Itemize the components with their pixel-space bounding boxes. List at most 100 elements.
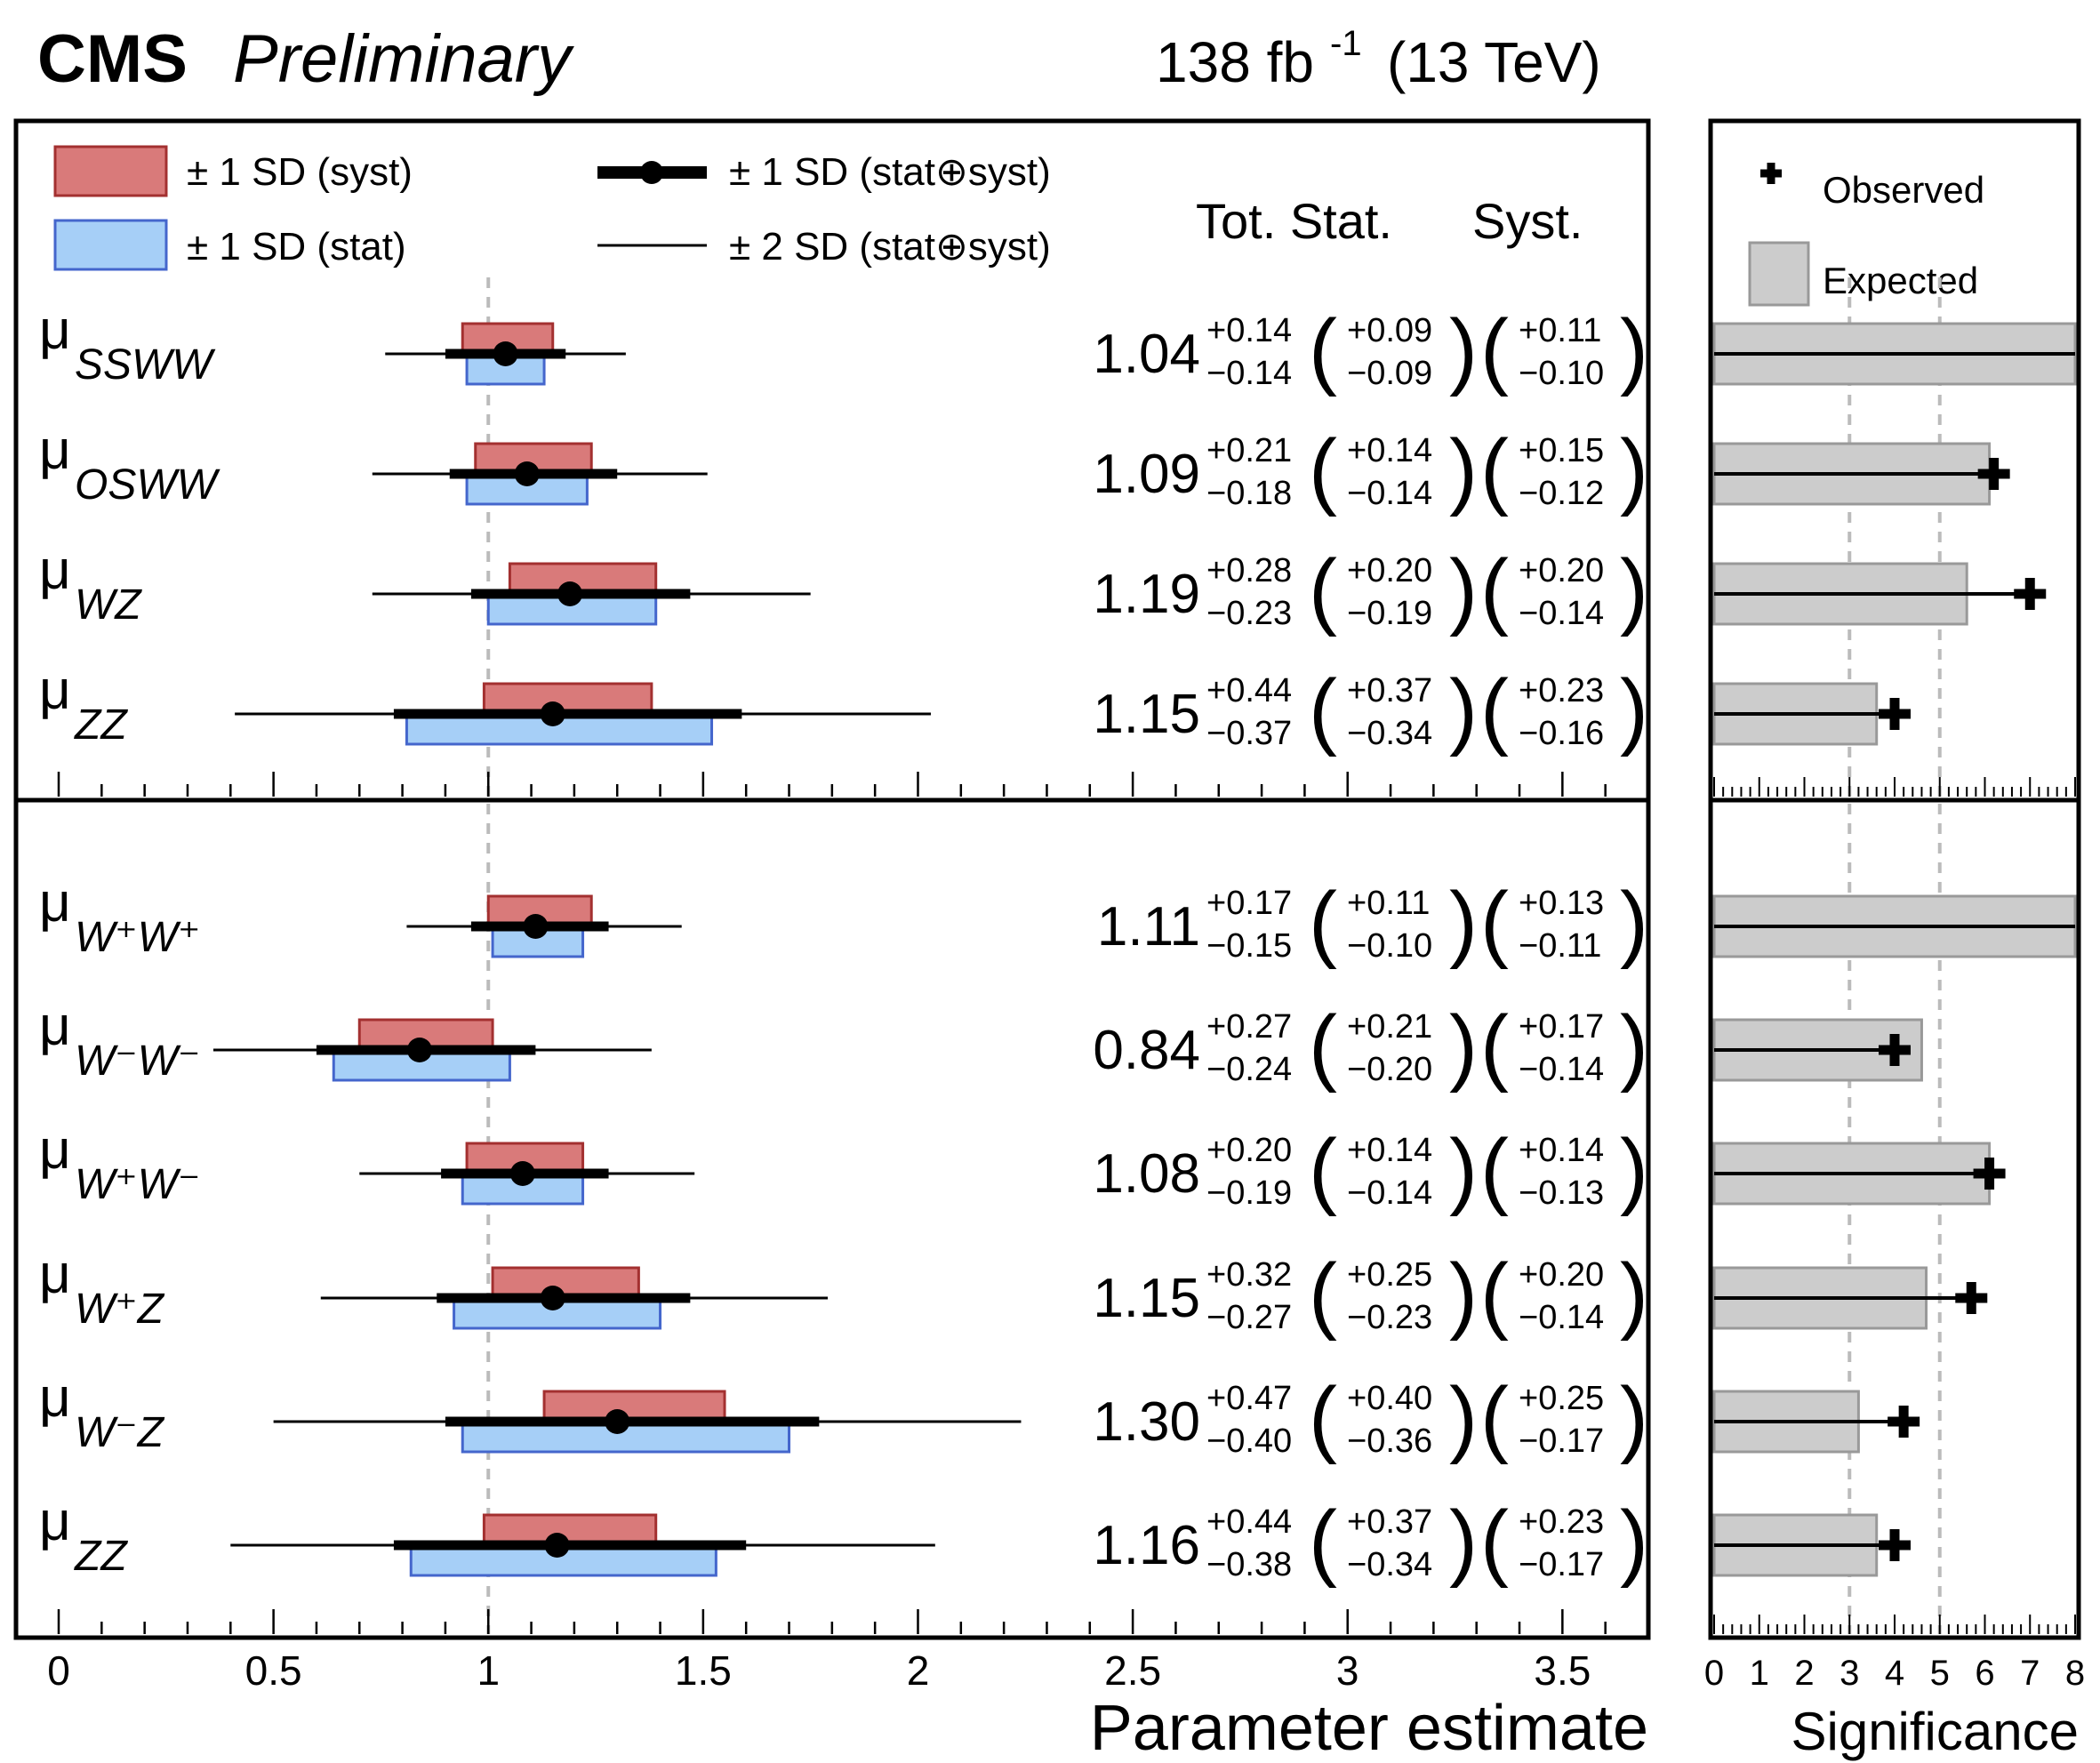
significance-legend: Observed Expected [1748, 163, 1984, 307]
stat-up-unc: +0.37 [1347, 672, 1432, 709]
lumi-exponent: -1 [1330, 24, 1362, 63]
stat-down-unc: −0.34 [1347, 1546, 1432, 1583]
syst-close-paren: ) [1620, 875, 1648, 970]
syst-down-unc: −0.14 [1519, 1051, 1604, 1088]
best-fit-value: 1.15 [1093, 1268, 1200, 1329]
parameter-subscript: WZ [75, 581, 142, 629]
syst-band [482, 682, 653, 714]
syst-open-paren: ( [1480, 302, 1509, 397]
stat-close-paren: ) [1449, 302, 1478, 397]
stat-close-paren: ) [1449, 1246, 1478, 1342]
syst-down-unc: −0.14 [1519, 595, 1604, 632]
lumi-value: 138 fb [1156, 30, 1314, 94]
stat-open-paren: ( [1309, 998, 1337, 1094]
syst-open-paren: ( [1480, 1370, 1509, 1465]
result-row: μW⁺W⁻ 1.08 +0.20−0.19(+0.14−0.14)(+0.14−0.… [39, 1119, 2006, 1217]
total-up-unc: +0.20 [1206, 1132, 1292, 1169]
x-tick-label: 2.5 [1104, 1647, 1161, 1694]
stat-open-paren: ( [1309, 1122, 1337, 1217]
total-up-unc: +0.28 [1206, 552, 1292, 589]
stat-down-unc: −0.19 [1347, 595, 1432, 632]
total-down-unc: −0.38 [1206, 1546, 1292, 1583]
legend-observed-label: Observed [1823, 169, 1984, 211]
best-fit-value: 1.09 [1093, 444, 1200, 505]
syst-up-unc: +0.11 [1519, 312, 1601, 349]
observed-significance-marker [1879, 1034, 1911, 1066]
parameter-subscript: OSWW [75, 461, 221, 509]
best-fit-marker [540, 1286, 565, 1310]
parameter-subscript: W⁺Z [75, 1286, 165, 1333]
stat-up-unc: +0.14 [1347, 432, 1432, 469]
syst-close-paren: ) [1620, 1370, 1648, 1465]
stat-close-paren: ) [1449, 662, 1478, 757]
best-fit-marker [523, 914, 549, 939]
stat-down-unc: −0.10 [1347, 927, 1432, 965]
total-up-unc: +0.17 [1206, 885, 1292, 922]
stat-up-unc: +0.37 [1347, 1503, 1432, 1541]
legend-two-sd-label: ± 2 SD (stat⊕syst) [729, 225, 1051, 268]
syst-band [508, 562, 658, 594]
significance-tick-label: 2 [1794, 1654, 1814, 1693]
legend-expected-swatch [1748, 241, 1810, 307]
best-fit-marker [557, 581, 583, 606]
syst-close-paren: ) [1620, 1122, 1648, 1217]
syst-band [482, 1513, 658, 1545]
syst-close-paren: ) [1620, 542, 1648, 637]
x-tick-label: 3 [1336, 1647, 1359, 1694]
stat-open-paren: ( [1309, 542, 1337, 637]
stat-close-paren: ) [1449, 1494, 1478, 1589]
stat-down-unc: −0.14 [1347, 1174, 1432, 1212]
observed-significance-marker [1888, 1406, 1920, 1438]
parameter-symbol: μ [39, 1367, 71, 1429]
best-fit-marker [605, 1409, 630, 1434]
legend-expected-label: Expected [1823, 260, 1978, 301]
axes: 0 0.5 1 1.5 2 2.5 3 3.5 0 1 2 3 4 5 6 7 8 [47, 772, 2085, 1694]
x-tick-label: 1.5 [675, 1647, 732, 1694]
stat-close-paren: ) [1449, 422, 1478, 517]
significance-bottom-frame [1708, 797, 2081, 1640]
parameter-subscript: SSWW [75, 341, 216, 389]
best-fit-value: 1.16 [1093, 1515, 1200, 1576]
stat-down-unc: −0.34 [1347, 715, 1432, 752]
syst-open-paren: ( [1480, 542, 1509, 637]
parameter-symbol: μ [39, 996, 71, 1057]
status-label: Preliminary [233, 21, 574, 97]
syst-close-paren: ) [1620, 302, 1648, 397]
significance-tick-label: 6 [1975, 1654, 1994, 1693]
total-up-unc: +0.47 [1206, 1380, 1292, 1417]
stat-down-unc: −0.09 [1347, 355, 1432, 392]
parameter-symbol: μ [39, 660, 71, 721]
parameter-symbol: μ [39, 1119, 71, 1181]
syst-close-paren: ) [1620, 998, 1648, 1094]
total-down-unc: −0.19 [1206, 1174, 1292, 1212]
syst-open-paren: ( [1480, 1494, 1509, 1589]
total-down-unc: −0.37 [1206, 715, 1292, 752]
observed-significance-marker [1973, 1158, 2006, 1190]
syst-down-unc: −0.16 [1519, 715, 1604, 752]
significance-tick-label: 5 [1930, 1654, 1950, 1693]
syst-band [491, 1266, 640, 1298]
syst-up-unc: +0.23 [1519, 672, 1604, 709]
stat-down-unc: −0.23 [1347, 1299, 1432, 1336]
lumi-label: 138 fb -1 (13 TeV) [1156, 24, 1601, 94]
legend-syst-label: ± 1 SD (syst) [187, 150, 413, 194]
syst-down-unc: −0.13 [1519, 1174, 1604, 1212]
observed-significance-marker [1977, 458, 2010, 490]
column-header-tot-stat: Tot. Stat. [1196, 193, 1392, 249]
stat-up-unc: +0.11 [1347, 885, 1430, 922]
parameter-symbol: μ [39, 1491, 71, 1552]
experiment-label: CMS [37, 21, 188, 97]
bottom-panel-frame [13, 797, 1651, 1640]
legend-stat-swatch [53, 219, 168, 271]
result-row: μW⁻W⁻ 0.84 +0.27−0.24(+0.21−0.20)(+0.17−0.… [39, 996, 1923, 1094]
legend-syst-swatch [53, 145, 168, 197]
stat-close-paren: ) [1449, 1370, 1478, 1465]
stat-open-paren: ( [1309, 1246, 1337, 1342]
syst-down-unc: −0.17 [1519, 1422, 1604, 1460]
observed-significance-marker [2014, 578, 2047, 610]
parameter-symbol: μ [39, 1244, 71, 1305]
best-fit-marker [493, 341, 518, 366]
